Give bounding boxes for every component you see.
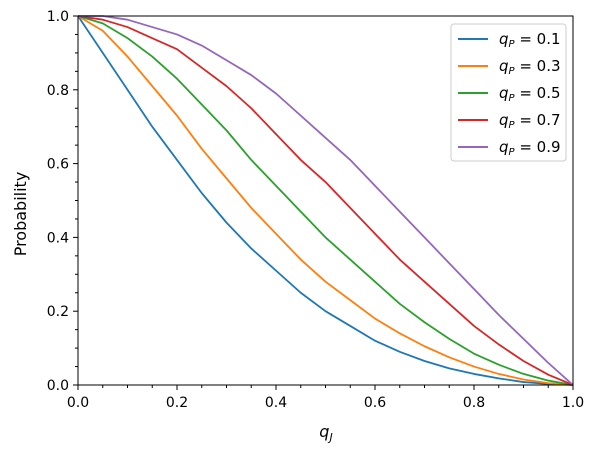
- x-tick-label: 0.2: [166, 395, 188, 411]
- legend-items: qP = 0.1 qP = 0.3 qP = 0.5 qP = 0.7 qP = 0.9: [458, 30, 561, 158]
- series-line-0: [77, 15, 574, 386]
- series-line-4: [78, 15, 574, 386]
- x-tick-label: 0.6: [364, 395, 386, 411]
- legend: qP = 0.1 qP = 0.3 qP = 0.5 qP = 0.7 qP = 0.9: [450, 23, 567, 162]
- x-tick-label: 1.0: [562, 395, 584, 411]
- legend-label-4: qP = 0.9: [499, 138, 561, 158]
- y-axis-label: Probability: [11, 172, 30, 257]
- x-tick-label: 0.4: [265, 395, 287, 411]
- legend-box: [450, 23, 567, 162]
- y-tick-label: 0.2: [47, 304, 69, 320]
- series-line-3: [77, 15, 574, 386]
- y-tick-label: 0.0: [47, 378, 69, 394]
- y-tick-label: 1.0: [47, 9, 69, 25]
- series-line-2: [77, 15, 574, 386]
- x-axis-label: qJ: [319, 422, 332, 444]
- legend-label-0: qP = 0.1: [499, 30, 561, 50]
- legend-label-1: qP = 0.3: [499, 57, 561, 77]
- y-tick-label: 0.4: [47, 230, 69, 246]
- ticks: [73, 15, 574, 390]
- y-tick-label: 0.6: [47, 157, 69, 173]
- plot-lines: [77, 15, 574, 386]
- x-tick-label: 0.0: [67, 395, 89, 411]
- x-tick-label: 0.8: [463, 395, 485, 411]
- x-axis-label-sub: J: [327, 431, 332, 444]
- tick-labels: 0.0 0.2 0.4 0.6 0.8 1.0 0.0 0.2 0.4 0.6 0.8 1.0: [47, 9, 584, 411]
- series-line-1: [77, 15, 574, 386]
- legend-label-2: qP = 0.5: [499, 84, 561, 104]
- legend-label-3: qP = 0.7: [499, 111, 561, 131]
- y-tick-label: 0.8: [47, 83, 69, 99]
